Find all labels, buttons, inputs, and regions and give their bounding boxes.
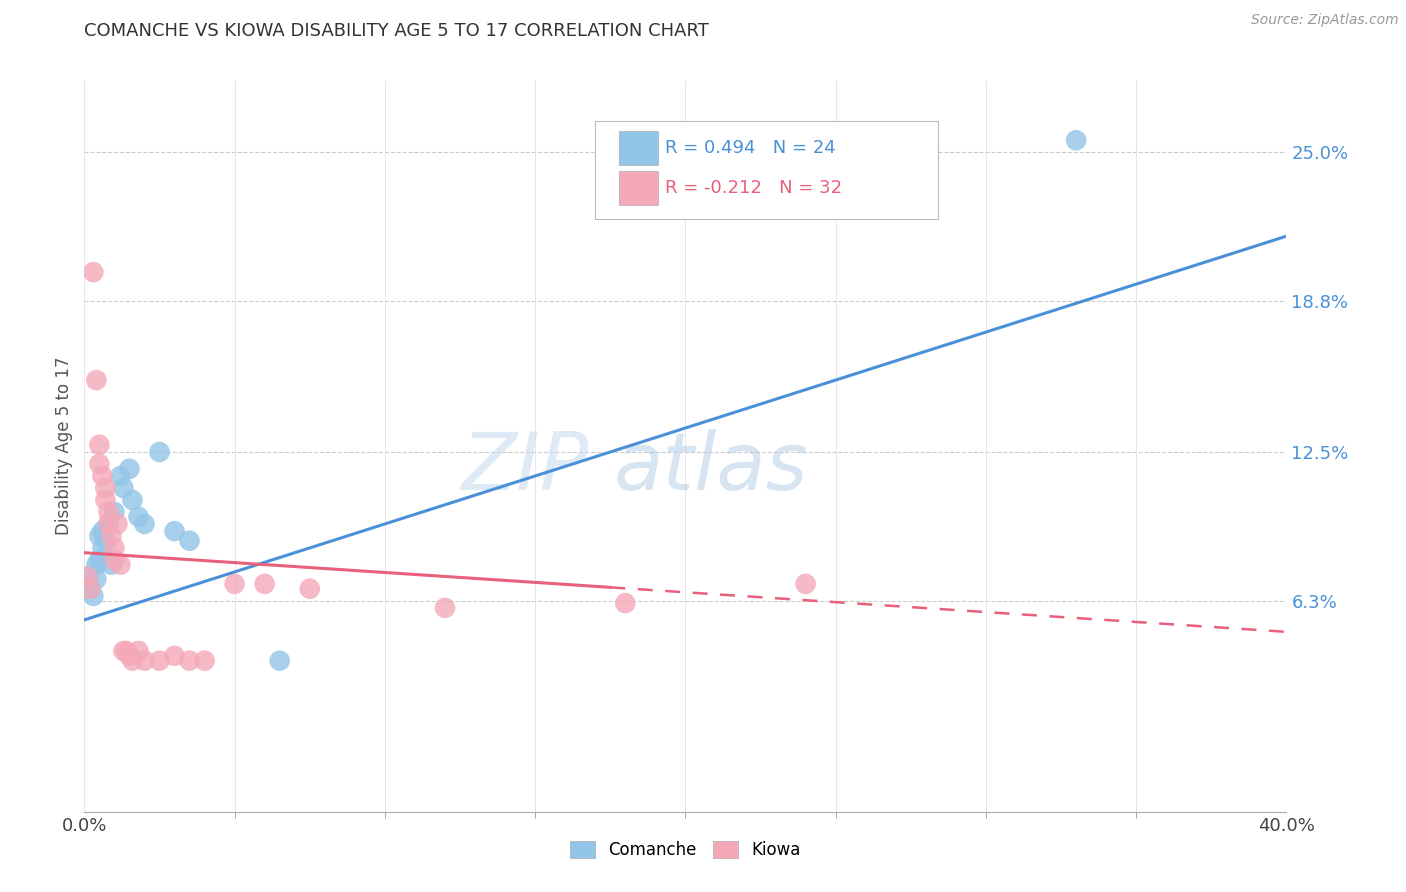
Point [134,654,156,668]
Point [94,492,117,507]
Point [118,462,141,476]
Legend: Comanche, Kiowa: Comanche, Kiowa [564,834,807,865]
Point [76,570,98,584]
Point [298,582,321,596]
Point [134,516,156,531]
Point [103,541,125,555]
FancyBboxPatch shape [595,120,938,219]
FancyBboxPatch shape [619,131,658,165]
Point [179,654,201,668]
Point [89,529,111,543]
Point [89,553,111,567]
Point [79,582,101,596]
Point [89,438,111,452]
Point [97,516,120,531]
Point [103,553,125,567]
Point [79,582,101,596]
Text: R = 0.494   N = 24: R = 0.494 N = 24 [665,139,835,157]
Point [86,572,108,586]
Point [1064,133,1087,147]
Point [91,469,114,483]
Point [115,644,138,658]
Point [91,541,114,555]
Point [82,589,104,603]
Point [76,570,98,584]
Point [97,516,120,531]
Text: COMANCHE VS KIOWA DISABILITY AGE 5 TO 17 CORRELATION CHART: COMANCHE VS KIOWA DISABILITY AGE 5 TO 17… [84,22,709,40]
Point [163,524,186,538]
Point [614,596,637,610]
FancyBboxPatch shape [619,171,658,204]
Point [194,654,217,668]
Point [127,644,149,658]
Point [107,516,129,531]
Text: ZIP: ZIP [463,429,589,507]
Point [112,481,135,495]
Point [110,558,132,572]
Point [97,505,120,519]
Point [110,469,132,483]
Point [253,577,276,591]
Point [82,265,104,279]
Point [794,577,817,591]
Point [127,509,149,524]
Text: atlas: atlas [613,429,808,507]
Point [100,558,122,572]
Point [94,481,117,495]
Y-axis label: Disability Age 5 to 17: Disability Age 5 to 17 [55,357,73,535]
Point [163,648,186,663]
Point [269,654,291,668]
Text: R = -0.212   N = 32: R = -0.212 N = 32 [665,178,842,197]
Point [434,600,457,615]
Point [121,654,143,668]
Point [103,505,125,519]
Point [86,558,108,572]
Point [224,577,246,591]
Point [86,373,108,387]
Point [118,648,141,663]
Point [94,533,117,548]
Point [148,445,170,459]
Point [112,644,135,658]
Point [121,492,143,507]
Point [100,529,122,543]
Text: Source: ZipAtlas.com: Source: ZipAtlas.com [1251,13,1399,28]
Point [91,524,114,538]
Point [148,654,170,668]
Point [89,457,111,471]
Point [179,533,201,548]
